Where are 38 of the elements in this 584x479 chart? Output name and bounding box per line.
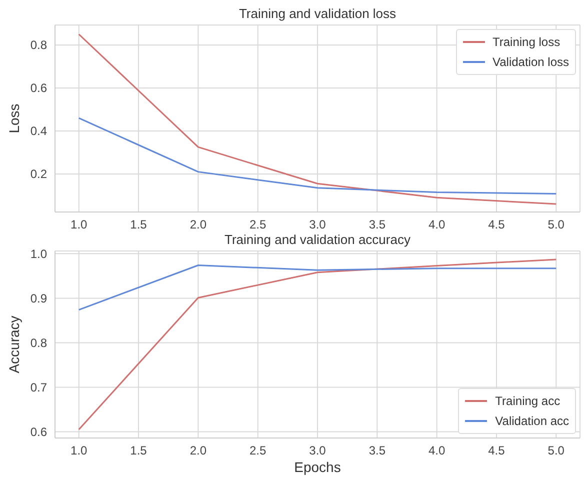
y-tick-label: 0.7 xyxy=(30,380,48,395)
y-tick-label: 0.9 xyxy=(30,291,48,306)
x-tick-label: 2.5 xyxy=(249,444,267,458)
x-axis-title: Epochs xyxy=(294,459,341,475)
x-tick-label: 3.5 xyxy=(368,218,386,232)
x-tick-label: 1.5 xyxy=(130,444,148,458)
x-tick-label: 5.0 xyxy=(548,444,565,458)
x-tick-label: 3.0 xyxy=(309,444,326,458)
x-tick-label: 3.5 xyxy=(368,444,386,458)
x-tick-label: 1.0 xyxy=(70,444,88,458)
x-tick-label: 2.0 xyxy=(190,444,207,458)
y-tick-label: 0.4 xyxy=(30,124,48,138)
x-tick-label: 4.5 xyxy=(488,444,506,458)
y-tick-label: 1.0 xyxy=(30,246,48,261)
legend-label: Validation acc xyxy=(495,413,569,429)
x-tick-label: 4.0 xyxy=(428,444,446,458)
y-tick-label: 0.8 xyxy=(30,336,48,350)
y-axis-title: Loss xyxy=(6,104,22,134)
x-tick-label: 1.5 xyxy=(130,218,148,232)
legend-label: Training acc xyxy=(495,393,560,409)
x-tick-label: 1.0 xyxy=(70,218,88,232)
x-tick-label: 5.0 xyxy=(548,218,565,232)
chart-title: Training and validation loss xyxy=(238,6,398,21)
y-axis-title: Accuracy xyxy=(6,316,22,374)
x-tick-label: 2.5 xyxy=(249,218,267,232)
line-series xyxy=(78,264,557,311)
x-tick-label: 4.5 xyxy=(488,218,506,232)
x-tick-label: 4.0 xyxy=(428,218,446,232)
y-tick-label: 0.8 xyxy=(30,38,48,52)
legend-label: Validation loss xyxy=(492,54,569,70)
y-tick-label: 0.2 xyxy=(30,167,48,182)
y-tick-label: 0.6 xyxy=(30,81,48,96)
legend-label: Training loss xyxy=(492,34,560,50)
x-tick-label: 3.0 xyxy=(309,218,326,232)
x-tick-label: 2.0 xyxy=(190,218,207,232)
line-series xyxy=(78,117,557,194)
y-tick-label: 0.6 xyxy=(30,425,48,440)
chart-title: Training and validation accuracy xyxy=(224,232,412,247)
